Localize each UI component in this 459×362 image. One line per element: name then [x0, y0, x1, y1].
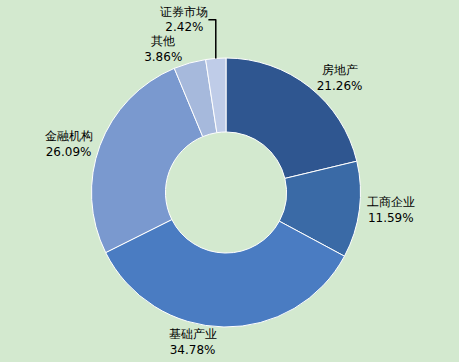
svg-text:工商企业11.59%: 工商企业11.59% — [367, 195, 415, 225]
svg-text:证券市场2.42%: 证券市场2.42% — [160, 5, 208, 35]
svg-text:基础产业34.78%: 基础产业34.78% — [169, 327, 217, 357]
svg-text:金融机构26.09%: 金融机构26.09% — [45, 129, 93, 159]
svg-text:其他3.86%: 其他3.86% — [144, 34, 182, 64]
svg-text:房地产21.26%: 房地产21.26% — [317, 63, 363, 93]
